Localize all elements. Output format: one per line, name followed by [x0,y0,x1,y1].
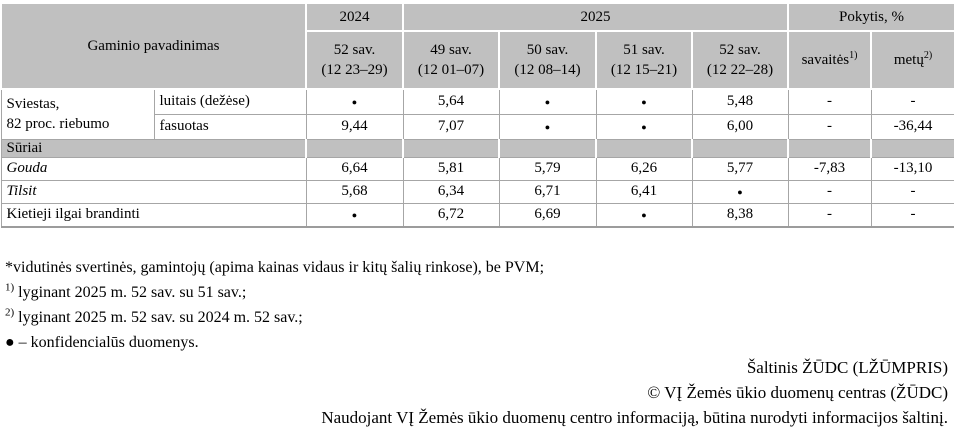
cell-value: 5,81 [402,156,500,181]
cell-value: - [787,88,872,115]
change-weekly-label: savaitės [801,51,850,68]
cheese-section-spacer-cell [498,138,597,158]
source-line-2: © VĮ Žemės ūkio duomenų centras (ŽŪDC) [647,383,948,402]
week-label: 49 sav. [430,42,472,58]
week-label: 51 sav. [623,42,665,58]
table-row-butter-bulk: Sviestas, 82 proc. riebumo luitais (dežė… [0,88,954,140]
cell-value: 6,69 [498,202,597,228]
cell-value: 6,72 [402,202,500,228]
week-dates: (12 22–28) [706,62,774,78]
table-row-cheese-section: Sūriai [0,138,954,158]
header-row-weeks: 52 sav. (12 23–29) 49 sav. (12 01–07) 50… [1,30,954,90]
cell-value: -36,44 [870,113,954,140]
cell-value: ● [595,88,693,115]
table-row-hard-aged: Kietieji ilgai brandinti ● 6,72 6,69 ● 8… [0,202,954,228]
table-row-gouda: Gouda 6,64 5,81 5,79 6,26 5,77 -7,83 -13… [0,156,954,181]
column-header-week-51: 51 sav. (12 15–21) [595,30,693,90]
week-label: 52 sav. [333,42,376,58]
note-confidential-data: ● – konfidencialūs duomenys. [5,334,199,351]
note-yearly-text: lyginant 2025 m. 52 sav. su 2024 m. 52 s… [14,309,303,326]
butter-name-line1: Sviestas, [6,96,60,113]
table-row-butter-packed: fasuotas 9,44 7,07 ● ● 6,00 - -36,44 [1,113,954,140]
cell-value: ● [691,179,789,204]
table-row-tilsit: Tilsit 5,68 6,34 6,71 6,41 ● - - [0,179,954,204]
product-variant-packed: fasuotas [153,113,307,140]
week-dates: (12 08–14) [514,62,581,78]
footnote-ref-1: 1) [849,49,858,61]
footnote-marker-1: 1) [5,281,15,294]
cheese-section-label: Sūriai [0,138,307,158]
week-dates: (12 01–07) [417,62,485,78]
week-label: 50 sav. [526,42,569,58]
cheese-section-spacer-cell [869,138,954,158]
note-asterisk: *vidutinės svertinės, gamintojų (apima k… [5,259,545,276]
cell-value: 6,64 [305,156,404,181]
column-header-product-name: Gaminio pavadinimas [0,2,307,90]
product-gouda: Gouda [0,156,307,181]
footnotes: *vidutinės svertinės, gamintojų (apima k… [0,255,954,355]
cheese-section-spacer-cell [691,138,789,158]
cell-value: 5,48 [691,88,789,115]
change-yearly-label: metų [893,51,924,68]
cell-value: 6,41 [595,179,693,204]
note-weekly-text: lyginant 2025 m. 52 sav. su 51 sav.; [14,284,247,301]
note-weekly-comparison: 1) lyginant 2025 m. 52 sav. su 51 sav.; [5,280,954,305]
cell-value: 5,68 [305,179,404,204]
column-header-week-52-2024: 52 sav. (12 23–29) [305,30,404,90]
column-header-year-2024: 2024 [305,2,404,32]
week-label: 52 sav. [719,42,761,58]
column-header-week-50: 50 sav. (12 08–14) [498,30,597,90]
cell-value: 6,34 [402,179,500,204]
butter-name-line2: 82 proc. riebumo [6,116,110,133]
cell-value: 8,38 [691,202,789,228]
cell-value: 7,07 [402,113,500,140]
cheese-section-spacer-cell [402,138,500,158]
cell-value: ● [305,202,404,228]
cell-value: ● [595,113,693,140]
product-hard-aged: Kietieji ilgai brandinti [0,202,307,228]
cell-value: 9,44 [305,113,404,140]
column-header-week-49: 49 sav. (12 01–07) [402,30,500,90]
cell-value: - [870,88,954,115]
product-group-butter: Sviestas, 82 proc. riebumo [0,88,155,140]
source-attribution: Šaltinis ŽŪDC (LŽŪMPRIS) © VĮ Žemės ūkio… [0,355,954,427]
column-header-change-yearly: metų2) [869,30,954,90]
week-dates: (12 15–21) [610,62,678,78]
cell-value: 6,00 [691,113,789,140]
cell-value: 6,71 [498,179,597,204]
week-dates: (12 23–29) [321,62,388,78]
cell-value: 5,64 [402,88,500,115]
cell-value: - [870,179,954,204]
cell-value: 5,77 [691,156,789,181]
header-row-years: Gaminio pavadinimas 2024 2025 Pokytis, % [0,2,954,90]
product-variant-bulk: luitais (dežėse) [153,88,307,115]
column-header-change-weekly: savaitės1) [787,30,872,90]
footnote-marker-2: 2) [5,306,15,319]
cell-value: ● [498,113,597,140]
price-table: Gaminio pavadinimas 2024 2025 Pokytis, %… [0,2,954,228]
note-yearly-comparison: 2) lyginant 2025 m. 52 sav. su 2024 m. 5… [5,305,954,330]
cheese-section-spacer-cell [595,138,693,158]
cheese-section-spacer-cell [787,138,872,158]
column-header-year-2025: 2025 [402,2,789,32]
source-line-1: Šaltinis ŽŪDC (LŽŪMPRIS) [746,358,948,377]
cheese-section-spacer-cell [305,138,404,158]
cell-value: -13,10 [870,156,954,181]
footnote-ref-2: 2) [923,49,933,61]
cell-value: ● [595,202,693,228]
column-header-change-pct: Pokytis, % [786,2,954,32]
column-header-week-52-2025: 52 sav. (12 22–28) [691,30,789,90]
cell-value: - [787,113,872,140]
cell-value: -7,83 [787,156,872,181]
cell-value: 5,79 [498,156,597,181]
product-tilsit: Tilsit [0,179,307,204]
cell-value: ● [498,88,597,115]
cell-value: ● [305,88,404,115]
cell-value: - [787,202,872,228]
cell-value: 6,26 [595,156,693,181]
cell-value: - [787,179,872,204]
source-line-3: Naudojant VĮ Žemės ūkio duomenų centro i… [321,408,948,427]
cell-value: - [870,202,954,228]
